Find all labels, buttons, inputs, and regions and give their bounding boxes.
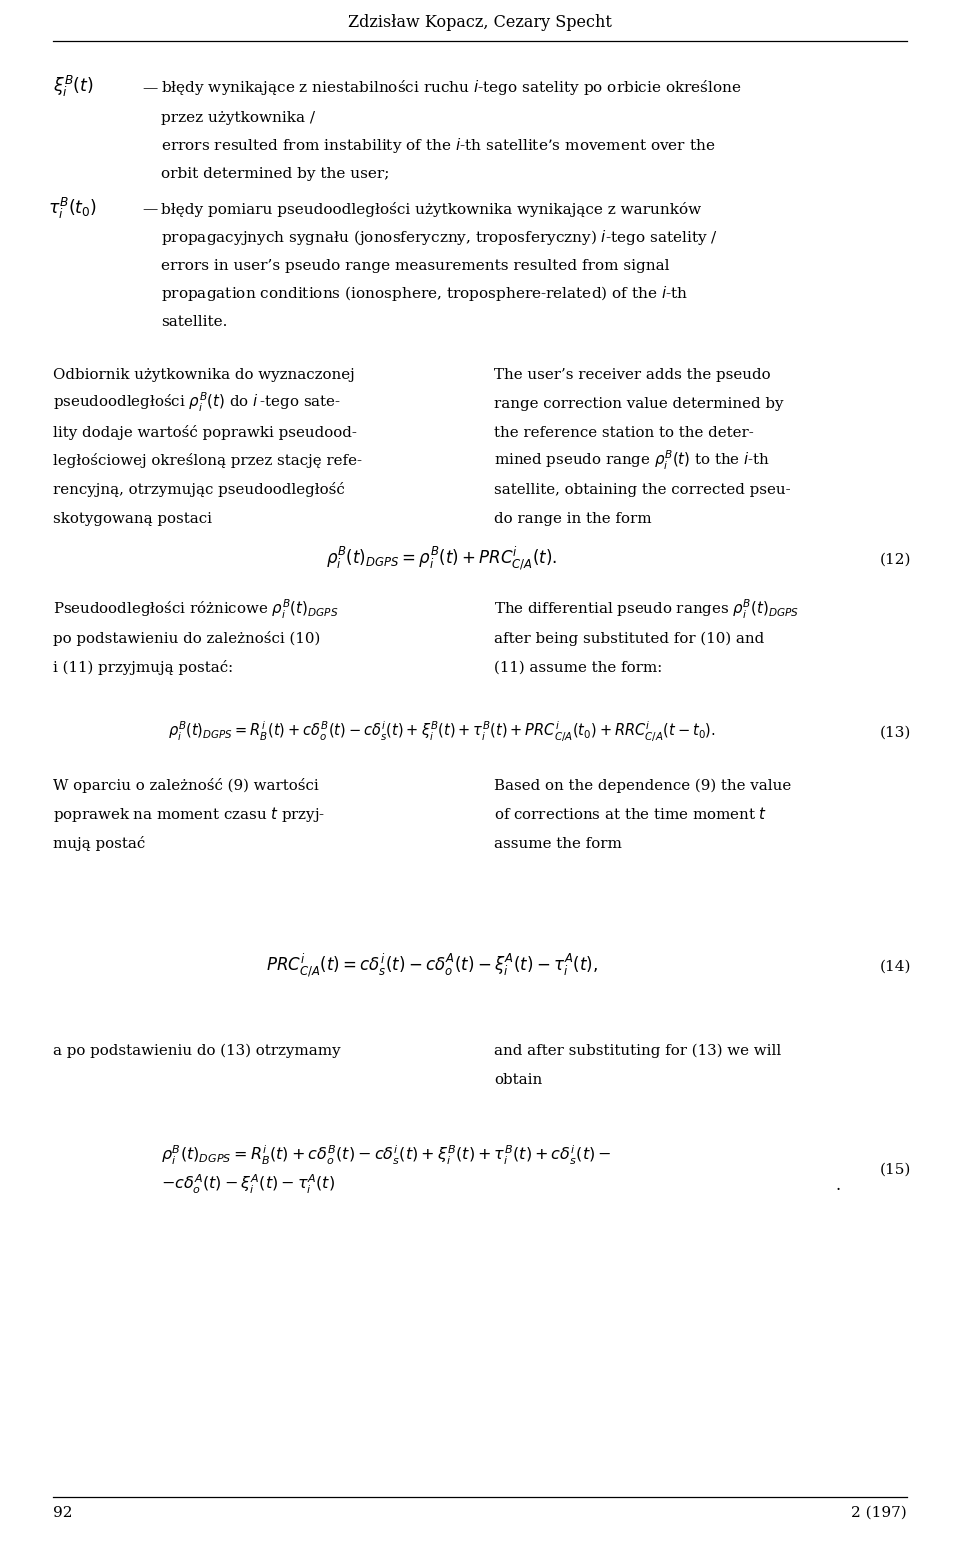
Text: errors in user’s pseudo range measurements resulted from signal: errors in user’s pseudo range measuremen…	[161, 259, 670, 273]
Text: (14): (14)	[879, 959, 911, 973]
Text: a po podstawieniu do (13) otrzymamy: a po podstawieniu do (13) otrzymamy	[53, 1045, 341, 1059]
Text: poprawek na moment czasu $t$ przyj-: poprawek na moment czasu $t$ przyj-	[53, 806, 325, 825]
Text: —: —	[142, 203, 157, 217]
Text: $-c\delta_o^A(t)-\xi_i^A(t)-\tau_i^A(t)$: $-c\delta_o^A(t)-\xi_i^A(t)-\tau_i^A(t)$	[161, 1172, 335, 1196]
Text: —: —	[142, 81, 157, 95]
Text: błędy pomiaru pseudoodległości użytkownika wynikające z warunków: błędy pomiaru pseudoodległości użytkowni…	[161, 201, 702, 217]
Text: 92: 92	[53, 1506, 72, 1520]
Text: The differential pseudo ranges $\rho_i^B(t)_{DGPS}$: The differential pseudo ranges $\rho_i^B…	[494, 597, 800, 620]
Text: the reference station to the deter-: the reference station to the deter-	[494, 426, 755, 440]
Text: W oparciu o zależność (9) wartości: W oparciu o zależność (9) wartości	[53, 778, 319, 794]
Text: (12): (12)	[879, 552, 911, 566]
Text: Based on the dependence (9) the value: Based on the dependence (9) the value	[494, 780, 792, 794]
Text: pseudoodległości $\rho_i^B(t)$ do $i$ -tego sate-: pseudoodległości $\rho_i^B(t)$ do $i$ -t…	[53, 391, 341, 415]
Text: $\rho_i^B(t)_{DGPS} = \rho_i^B(t) + PRC^i_{C/A}(t).$: $\rho_i^B(t)_{DGPS} = \rho_i^B(t) + PRC^…	[326, 544, 557, 572]
Text: assume the form: assume the form	[494, 837, 622, 851]
Text: The user’s receiver adds the pseudo: The user’s receiver adds the pseudo	[494, 368, 771, 382]
Text: mują postać: mują postać	[53, 836, 145, 851]
Text: Odbiornik użytkownika do wyznaczonej: Odbiornik użytkownika do wyznaczonej	[53, 368, 354, 382]
Text: skotygowaną postaci: skotygowaną postaci	[53, 511, 212, 525]
Text: (13): (13)	[879, 725, 911, 739]
Text: after being substituted for (10) and: after being substituted for (10) and	[494, 631, 765, 645]
Text: range correction value determined by: range correction value determined by	[494, 396, 784, 410]
Text: $PRC^i_{C/A}(t) = c\delta_s^i(t) - c\delta_o^A(t) - \xi_i^A(t) - \tau_i^A(t),$: $PRC^i_{C/A}(t) = c\delta_s^i(t) - c\del…	[266, 951, 598, 979]
Text: propagacyjnych sygnału (jonosferyczny, troposferyczny) $i$-tego satelity /: propagacyjnych sygnału (jonosferyczny, t…	[161, 228, 718, 246]
Text: (15): (15)	[879, 1163, 911, 1177]
Text: orbit determined by the user;: orbit determined by the user;	[161, 167, 390, 181]
Text: propagation conditions (ionosphere, troposphere-related) of the $i$-th: propagation conditions (ionosphere, trop…	[161, 284, 688, 302]
Text: obtain: obtain	[494, 1073, 542, 1087]
Text: (11) assume the form:: (11) assume the form:	[494, 661, 662, 675]
Text: $\rho_i^B(t)_{DGPS} = R_B^i(t)+c\delta_o^B(t)-c\delta_s^i(t)+\xi_i^B(t)+\tau_i^B: $\rho_i^B(t)_{DGPS} = R_B^i(t)+c\delta_o…	[168, 720, 715, 744]
Text: satellite.: satellite.	[161, 315, 228, 329]
Text: do range in the form: do range in the form	[494, 511, 652, 525]
Text: i (11) przyjmują postać:: i (11) przyjmują postać:	[53, 659, 233, 675]
Text: of corrections at the time moment $t$: of corrections at the time moment $t$	[494, 806, 768, 822]
Text: po podstawieniu do zależności (10): po podstawieniu do zależności (10)	[53, 631, 320, 645]
Text: 2 (197): 2 (197)	[852, 1506, 907, 1520]
Text: ległościowej określoną przez stację refe-: ległościowej określoną przez stację refe…	[53, 454, 362, 468]
Text: rencyjną, otrzymując pseudoodległość: rencyjną, otrzymując pseudoodległość	[53, 482, 345, 497]
Text: lity dodaje wartość poprawki pseudood-: lity dodaje wartość poprawki pseudood-	[53, 424, 357, 440]
Text: satellite, obtaining the corrected pseu-: satellite, obtaining the corrected pseu-	[494, 483, 791, 497]
Text: $\tau_i^B(t_0)$: $\tau_i^B(t_0)$	[48, 195, 97, 220]
Text: .: .	[835, 1177, 840, 1194]
Text: Zdzisław Kopacz, Cezary Specht: Zdzisław Kopacz, Cezary Specht	[348, 14, 612, 31]
Text: błędy wynikające z niestabilności ruchu $i$-tego satelity po orbicie określone: błędy wynikające z niestabilności ruchu …	[161, 78, 742, 97]
Text: Pseudoodległości różnicowe $\rho_i^B(t)_{DGPS}$: Pseudoodległości różnicowe $\rho_i^B(t)_…	[53, 597, 338, 620]
Text: przez użytkownika /: przez użytkownika /	[161, 111, 315, 125]
Text: $\xi_i^B(t)$: $\xi_i^B(t)$	[53, 73, 94, 98]
Text: mined pseudo range $\rho_i^B(t)$ to the $i$-th: mined pseudo range $\rho_i^B(t)$ to the …	[494, 449, 771, 472]
Text: $\rho_i^B(t)_{DGPS} = R_B^i(t)+c\delta_o^B(t)-c\delta_s^i(t)+\xi_i^B(t)+\tau_i^B: $\rho_i^B(t)_{DGPS} = R_B^i(t)+c\delta_o…	[161, 1144, 612, 1168]
Text: and after substituting for (13) we will: and after substituting for (13) we will	[494, 1045, 781, 1059]
Text: errors resulted from instability of the $i$-th satellite’s movement over the: errors resulted from instability of the …	[161, 136, 715, 154]
